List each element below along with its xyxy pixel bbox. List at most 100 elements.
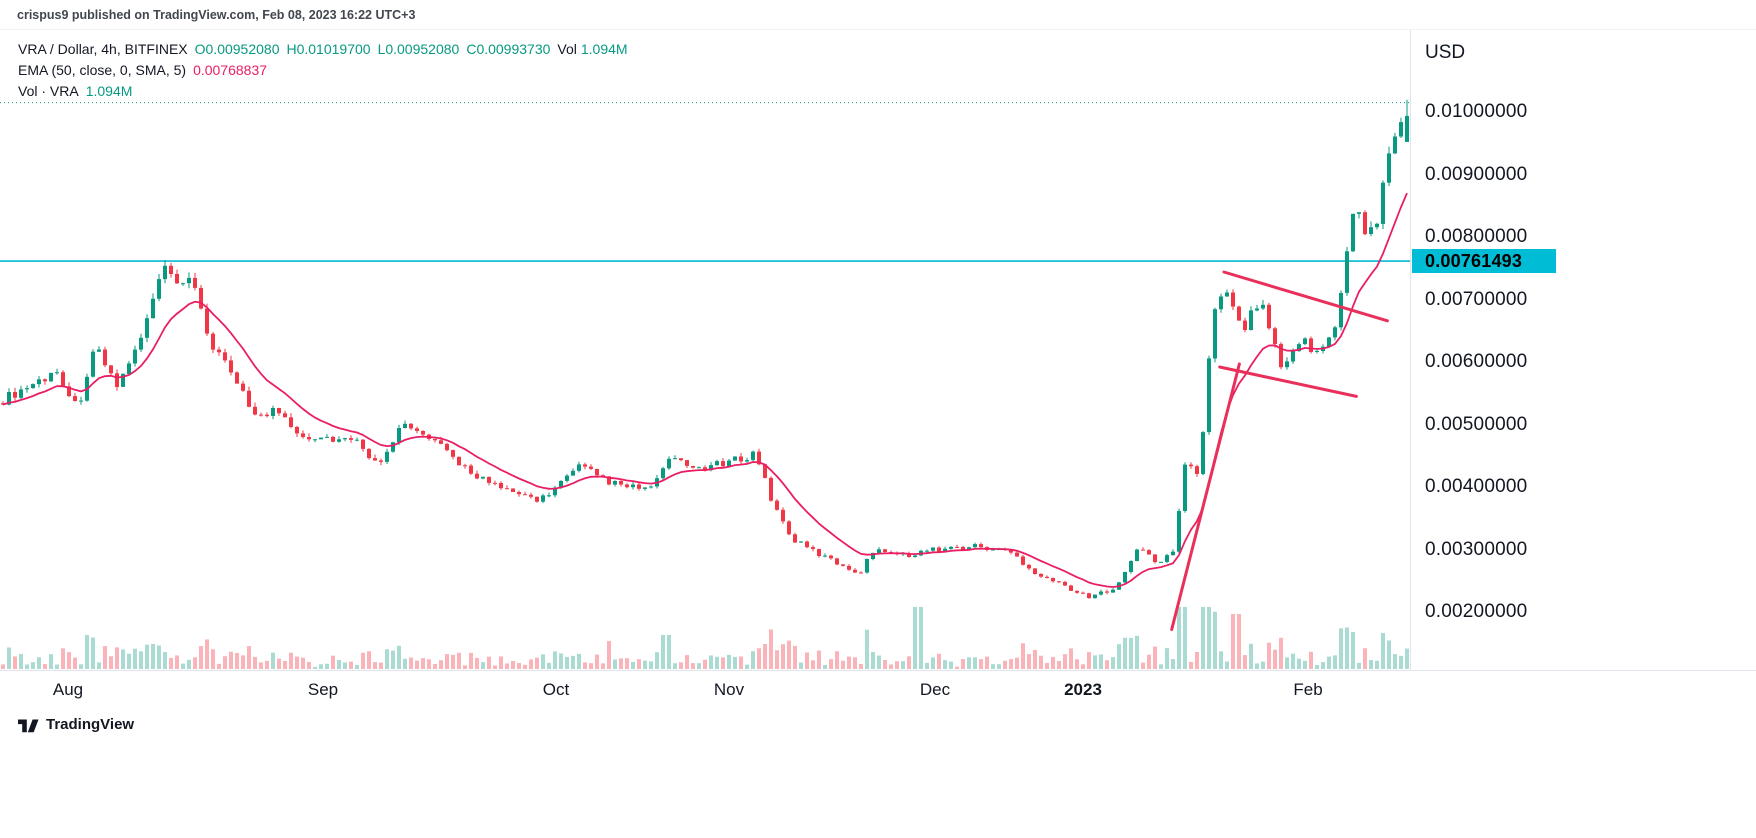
volume-bar xyxy=(583,662,587,669)
candle-body xyxy=(913,555,917,557)
candle-body xyxy=(385,451,389,462)
candle-body xyxy=(613,481,617,485)
chart-area[interactable]: VRA / Dollar, 4h, BITFINEX O0.00952080 H… xyxy=(0,30,1756,703)
volume-bar xyxy=(955,666,959,669)
candle-body xyxy=(877,549,881,553)
volume-bar xyxy=(313,666,317,669)
volume-bar xyxy=(1261,661,1265,669)
volume-bar xyxy=(649,661,653,669)
candle-body xyxy=(1285,361,1289,368)
x-axis-label: Dec xyxy=(919,680,951,699)
volume-bar xyxy=(631,661,635,669)
candle-body xyxy=(751,451,755,461)
volume-bar xyxy=(7,647,11,669)
candle-body xyxy=(331,436,335,442)
volume-bar xyxy=(67,652,71,669)
volume-bar xyxy=(193,657,197,669)
candle-body xyxy=(637,484,641,489)
volume-bar xyxy=(301,657,305,669)
trend-line-2[interactable] xyxy=(1222,270,1389,323)
candle-body xyxy=(277,408,281,414)
volume-bar xyxy=(451,654,455,669)
volume-bar xyxy=(1159,664,1163,669)
time-axis[interactable]: Aug Sep Oct Nov Dec 2023 Feb xyxy=(0,670,1756,703)
ema-line[interactable] xyxy=(2,192,1408,588)
volume-bar xyxy=(523,664,527,669)
volume-bar xyxy=(787,640,791,669)
candle-body xyxy=(289,417,293,427)
volume-bar xyxy=(1279,637,1283,669)
candle-body xyxy=(841,564,845,566)
volume-bar xyxy=(961,658,965,669)
volume-bar xyxy=(943,660,947,669)
candle-body xyxy=(1069,585,1073,591)
volume-bar xyxy=(1003,660,1007,669)
candle-body xyxy=(247,390,251,407)
volume-bar xyxy=(91,637,95,669)
candle-body xyxy=(1159,561,1163,563)
candle-body xyxy=(787,521,791,535)
candle-body xyxy=(829,555,833,559)
x-axis-label: Feb xyxy=(1293,680,1323,699)
candle-body xyxy=(1177,511,1181,552)
volume-bar xyxy=(901,661,905,669)
candle-body xyxy=(307,437,311,440)
candle-body xyxy=(505,488,509,490)
candle-body xyxy=(1207,358,1211,433)
candle-body xyxy=(1063,581,1067,586)
volume-bar xyxy=(499,656,503,669)
candle-body xyxy=(301,433,305,437)
volume-bar xyxy=(1051,656,1055,669)
volume-bar xyxy=(559,653,563,669)
candle-body xyxy=(67,386,71,397)
volume-bar xyxy=(679,662,683,669)
volume-bar xyxy=(1303,660,1307,669)
volume-bar xyxy=(325,663,329,669)
volume-bar xyxy=(661,635,665,669)
volume-bar xyxy=(1291,653,1295,669)
volume-bar xyxy=(1105,660,1109,669)
candle-body xyxy=(61,372,65,387)
volume-bar xyxy=(1315,665,1319,669)
footer: TradingView xyxy=(18,716,134,733)
volume-bar xyxy=(1405,648,1409,669)
y-axis-label: 0.00500000 xyxy=(1425,413,1528,435)
candle-body xyxy=(523,494,527,496)
volume-bar xyxy=(1183,607,1187,669)
candle-body xyxy=(859,572,863,574)
candle-body xyxy=(961,546,965,550)
volume-bar xyxy=(445,654,449,669)
trend-line-3[interactable] xyxy=(1218,365,1358,398)
trend-line-1[interactable] xyxy=(1170,362,1241,631)
volume-bar xyxy=(1129,637,1133,669)
candle-body xyxy=(403,423,407,428)
candle-body xyxy=(259,414,263,416)
volume-bar xyxy=(1369,660,1373,669)
brand-name[interactable]: TradingView xyxy=(46,716,135,733)
candle-body xyxy=(709,465,713,471)
volume-bar xyxy=(1249,643,1253,669)
price-chart-canvas[interactable] xyxy=(0,30,1756,702)
volume-bar xyxy=(379,662,383,669)
candle-body xyxy=(949,546,953,549)
candle-body xyxy=(883,549,887,552)
candle-body xyxy=(409,423,413,429)
candle-body xyxy=(1021,556,1025,565)
volume-bar xyxy=(205,639,209,669)
volume-bar xyxy=(565,656,569,669)
candle-body xyxy=(1015,552,1019,557)
price-axis[interactable]: USD 0.00761493 0.01000000 0.00900000 0.008… xyxy=(1410,30,1756,670)
volume-bar xyxy=(829,659,833,669)
volume-bar xyxy=(1087,652,1091,669)
candle-body xyxy=(823,555,827,557)
candle-body xyxy=(1303,338,1307,345)
candle-body xyxy=(205,308,209,334)
volume-bar xyxy=(1135,635,1139,669)
tradingview-logo-icon[interactable] xyxy=(18,716,39,733)
candle-body xyxy=(1387,153,1391,183)
volume-bar xyxy=(1357,662,1361,669)
volume-bar xyxy=(637,659,641,669)
volume-bar xyxy=(991,664,995,669)
volume-bar xyxy=(31,662,35,669)
volume-bar xyxy=(733,656,737,669)
